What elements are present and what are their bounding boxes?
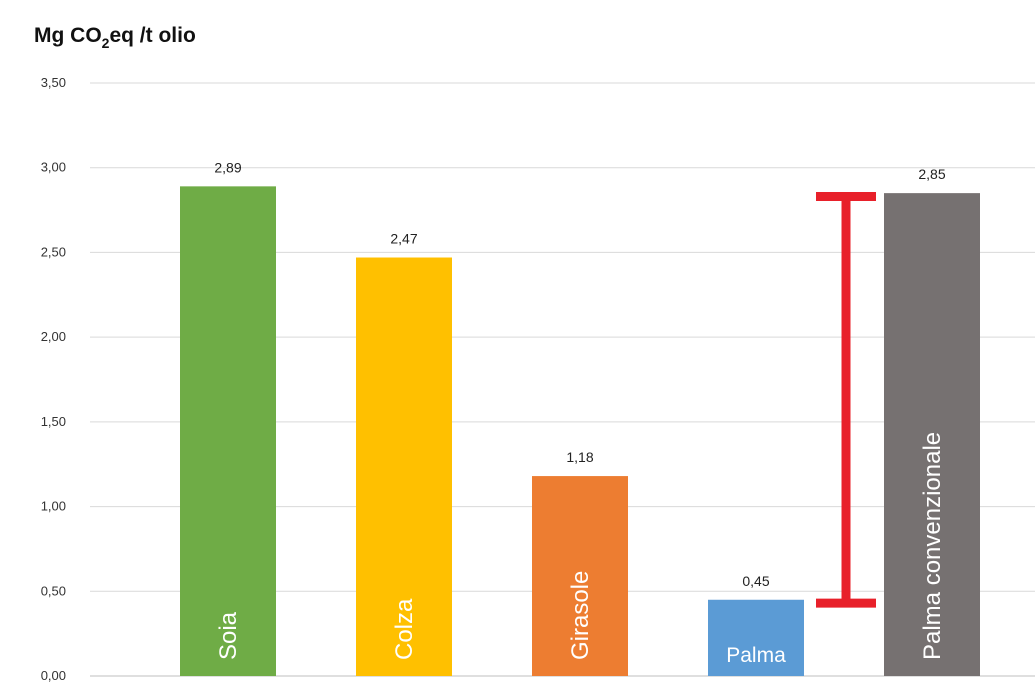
bars bbox=[180, 186, 980, 676]
y-tick-label: 3,00 bbox=[41, 160, 66, 175]
y-tick-label: 1,50 bbox=[41, 414, 66, 429]
category-label: Soia bbox=[215, 611, 242, 660]
y-axis-title-subscript: 2 bbox=[102, 35, 110, 51]
data-labels: 2,89 2,47 1,18 0,45 2,85 bbox=[214, 159, 945, 588]
y-tick-label: 0,50 bbox=[41, 583, 66, 598]
category-label: Palma convenzionale bbox=[919, 432, 946, 660]
data-label: 2,85 bbox=[918, 166, 945, 182]
data-label: 0,45 bbox=[742, 573, 769, 589]
data-label: 2,89 bbox=[214, 159, 241, 175]
category-labels: Soia Colza Girasole Palma Palma convenzional… bbox=[215, 432, 946, 667]
category-label: Girasole bbox=[567, 571, 594, 660]
y-axis-ticks: 0,00 0,50 1,00 1,50 2,00 2,50 3,00 3,50 bbox=[41, 75, 66, 683]
bar bbox=[708, 599, 804, 676]
category-label: Colza bbox=[391, 598, 418, 660]
y-tick-label: 2,00 bbox=[41, 329, 66, 344]
bar bbox=[356, 257, 452, 676]
data-label: 2,47 bbox=[390, 231, 417, 247]
y-axis-title-prefix: Mg CO bbox=[34, 24, 102, 47]
category-label: Palma bbox=[726, 644, 786, 667]
range-indicator bbox=[816, 192, 876, 608]
data-label: 1,18 bbox=[566, 449, 593, 465]
bar bbox=[884, 193, 980, 676]
y-tick-label: 1,00 bbox=[41, 499, 66, 514]
bar bbox=[532, 476, 628, 676]
y-tick-label: 2,50 bbox=[41, 244, 66, 259]
bar bbox=[180, 186, 276, 676]
y-axis-title: Mg CO2eq /t olio bbox=[34, 24, 196, 51]
y-tick-label: 0,00 bbox=[41, 668, 66, 683]
y-axis-title-suffix: eq /t olio bbox=[109, 24, 195, 47]
y-tick-label: 3,50 bbox=[41, 75, 66, 90]
